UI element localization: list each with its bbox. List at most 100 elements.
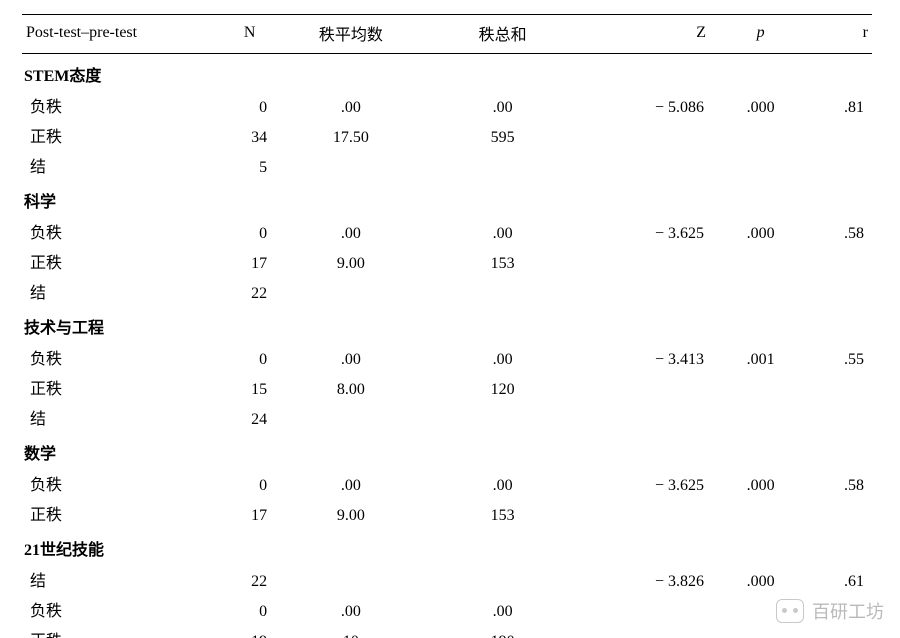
cell-r: .61 bbox=[811, 564, 872, 594]
cell-p bbox=[710, 150, 811, 180]
table-row: 负秩0.00.00− 3.413.001.55 bbox=[22, 342, 872, 372]
cell-z bbox=[589, 498, 710, 528]
cell-sum: .00 bbox=[417, 342, 589, 372]
cell-r bbox=[811, 246, 872, 276]
cell-sum: 153 bbox=[417, 246, 589, 276]
table-row: 负秩0.00.00− 3.625.000.58 bbox=[22, 216, 872, 246]
cell-r bbox=[811, 150, 872, 180]
section-title: 21世纪技能 bbox=[22, 528, 872, 564]
table-row: 负秩0.00.00 bbox=[22, 594, 872, 624]
cell-label: 负秩 bbox=[22, 468, 214, 498]
cell-n: 0 bbox=[214, 90, 285, 120]
cell-r bbox=[811, 624, 872, 638]
cell-sum: .00 bbox=[417, 594, 589, 624]
cell-z bbox=[589, 276, 710, 306]
cell-sum: .00 bbox=[417, 216, 589, 246]
cell-mean: 8.00 bbox=[285, 372, 417, 402]
col-header-n: N bbox=[214, 15, 285, 54]
cell-r: .81 bbox=[811, 90, 872, 120]
cell-sum: 153 bbox=[417, 498, 589, 528]
cell-label: 结 bbox=[22, 564, 214, 594]
cell-mean: .00 bbox=[285, 342, 417, 372]
section-title: 数学 bbox=[22, 432, 872, 468]
cell-p bbox=[710, 120, 811, 150]
cell-mean: .00 bbox=[285, 216, 417, 246]
table-body: STEM态度负秩0.00.00− 5.086.000.81正秩3417.5059… bbox=[22, 54, 872, 638]
cell-label: 结 bbox=[22, 150, 214, 180]
table-row: 正秩158.00120 bbox=[22, 372, 872, 402]
cell-p bbox=[710, 624, 811, 638]
cell-p bbox=[710, 498, 811, 528]
table-row: 结24 bbox=[22, 402, 872, 432]
cell-n: 0 bbox=[214, 468, 285, 498]
wechat-icon bbox=[776, 599, 804, 623]
cell-n: 0 bbox=[214, 342, 285, 372]
table-row: 正秩179.00153 bbox=[22, 498, 872, 528]
table-row: 结22 bbox=[22, 276, 872, 306]
section-header-row: 技术与工程 bbox=[22, 306, 872, 342]
cell-p: .000 bbox=[710, 564, 811, 594]
section-header-row: 21世纪技能 bbox=[22, 528, 872, 564]
cell-z: − 3.625 bbox=[589, 216, 710, 246]
watermark: 百研工坊 bbox=[776, 598, 884, 624]
cell-mean bbox=[285, 564, 417, 594]
cell-sum: 120 bbox=[417, 372, 589, 402]
cell-label: 结 bbox=[22, 402, 214, 432]
cell-p: .001 bbox=[710, 342, 811, 372]
cell-label: 负秩 bbox=[22, 90, 214, 120]
col-header-label: Post-test–pre-test bbox=[22, 15, 214, 54]
cell-label: 正秩 bbox=[22, 624, 214, 638]
cell-mean bbox=[285, 402, 417, 432]
cell-label: 负秩 bbox=[22, 216, 214, 246]
cell-sum bbox=[417, 564, 589, 594]
table-row: 结22 − 3.826.000.61 bbox=[22, 564, 872, 594]
cell-r: .55 bbox=[811, 342, 872, 372]
cell-label: 正秩 bbox=[22, 246, 214, 276]
wilcoxon-results-table: Post-test–pre-test N 秩平均数 秩总和 Z p r STEM… bbox=[22, 14, 872, 638]
cell-sum bbox=[417, 276, 589, 306]
cell-n: 34 bbox=[214, 120, 285, 150]
cell-mean: .00 bbox=[285, 90, 417, 120]
cell-z bbox=[589, 594, 710, 624]
cell-p: .000 bbox=[710, 468, 811, 498]
cell-n: 5 bbox=[214, 150, 285, 180]
cell-mean: .00 bbox=[285, 468, 417, 498]
section-header-row: 数学 bbox=[22, 432, 872, 468]
table-row: 负秩0.00.00− 5.086.000.81 bbox=[22, 90, 872, 120]
cell-mean: 10 bbox=[285, 624, 417, 638]
table-header-row: Post-test–pre-test N 秩平均数 秩总和 Z p r bbox=[22, 15, 872, 54]
cell-n: 22 bbox=[214, 564, 285, 594]
cell-z: − 3.413 bbox=[589, 342, 710, 372]
cell-n: 0 bbox=[214, 216, 285, 246]
cell-r bbox=[811, 372, 872, 402]
cell-sum bbox=[417, 402, 589, 432]
cell-r: .58 bbox=[811, 216, 872, 246]
cell-z: − 3.826 bbox=[589, 564, 710, 594]
cell-mean: 9.00 bbox=[285, 246, 417, 276]
col-header-p: p bbox=[710, 15, 811, 54]
section-title: 技术与工程 bbox=[22, 306, 872, 342]
cell-sum bbox=[417, 150, 589, 180]
cell-r bbox=[811, 498, 872, 528]
cell-mean: .00 bbox=[285, 594, 417, 624]
table-row: 结5 bbox=[22, 150, 872, 180]
cell-label: 结 bbox=[22, 276, 214, 306]
col-header-r: r bbox=[811, 15, 872, 54]
table-row: 正秩3417.50595 bbox=[22, 120, 872, 150]
cell-n: 22 bbox=[214, 276, 285, 306]
cell-p: .000 bbox=[710, 90, 811, 120]
cell-n: 17 bbox=[214, 498, 285, 528]
cell-n: 0 bbox=[214, 594, 285, 624]
section-title: STEM态度 bbox=[22, 54, 872, 91]
section-title: 科学 bbox=[22, 180, 872, 216]
table-row: 正秩1910190 bbox=[22, 624, 872, 638]
cell-label: 正秩 bbox=[22, 120, 214, 150]
section-header-row: STEM态度 bbox=[22, 54, 872, 91]
watermark-text: 百研工坊 bbox=[812, 598, 884, 624]
section-header-row: 科学 bbox=[22, 180, 872, 216]
cell-label: 正秩 bbox=[22, 372, 214, 402]
table-row: 负秩0.00.00− 3.625.000.58 bbox=[22, 468, 872, 498]
cell-r bbox=[811, 276, 872, 306]
cell-label: 负秩 bbox=[22, 342, 214, 372]
cell-sum: .00 bbox=[417, 90, 589, 120]
